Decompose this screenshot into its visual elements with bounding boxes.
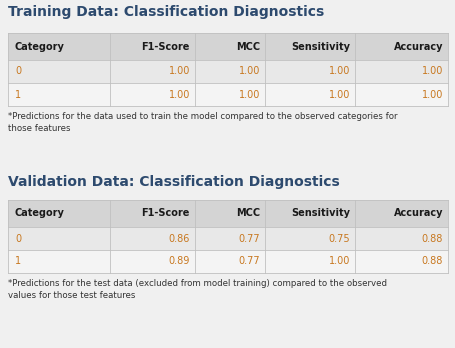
Text: 1.00: 1.00 xyxy=(168,89,190,100)
Text: Accuracy: Accuracy xyxy=(393,208,442,219)
Bar xyxy=(8,60,447,83)
Text: 0.77: 0.77 xyxy=(238,234,259,244)
Bar xyxy=(8,200,447,227)
Text: 1.00: 1.00 xyxy=(328,66,349,77)
Text: MCC: MCC xyxy=(235,208,259,219)
Text: 0.75: 0.75 xyxy=(328,234,349,244)
Text: Sensitivity: Sensitivity xyxy=(290,208,349,219)
Text: 0.89: 0.89 xyxy=(168,256,190,267)
Text: 0.77: 0.77 xyxy=(238,256,259,267)
Text: 0.86: 0.86 xyxy=(168,234,190,244)
Text: 1.00: 1.00 xyxy=(421,66,442,77)
Text: 1.00: 1.00 xyxy=(168,66,190,77)
Text: MCC: MCC xyxy=(235,41,259,52)
Text: *Predictions for the test data (excluded from model training) compared to the ob: *Predictions for the test data (excluded… xyxy=(8,279,386,300)
Text: Category: Category xyxy=(15,41,65,52)
Bar xyxy=(8,250,447,273)
Text: Sensitivity: Sensitivity xyxy=(290,41,349,52)
Bar xyxy=(8,83,447,106)
Text: F1-Score: F1-Score xyxy=(142,208,190,219)
Text: 1.00: 1.00 xyxy=(421,89,442,100)
Text: *Predictions for the data used to train the model compared to the observed categ: *Predictions for the data used to train … xyxy=(8,112,397,133)
Text: 0: 0 xyxy=(15,66,21,77)
Text: F1-Score: F1-Score xyxy=(142,41,190,52)
Text: 0: 0 xyxy=(15,234,21,244)
Text: 1.00: 1.00 xyxy=(238,89,259,100)
Bar xyxy=(8,227,447,250)
Text: 0.88: 0.88 xyxy=(421,234,442,244)
Text: Category: Category xyxy=(15,208,65,219)
Text: Validation Data: Classification Diagnostics: Validation Data: Classification Diagnost… xyxy=(8,175,339,189)
Bar xyxy=(8,33,447,60)
Text: Accuracy: Accuracy xyxy=(393,41,442,52)
Text: 1: 1 xyxy=(15,256,21,267)
Text: 0.88: 0.88 xyxy=(421,256,442,267)
Text: 1: 1 xyxy=(15,89,21,100)
Text: Training Data: Classification Diagnostics: Training Data: Classification Diagnostic… xyxy=(8,5,324,19)
Text: 1.00: 1.00 xyxy=(328,89,349,100)
Text: 1.00: 1.00 xyxy=(238,66,259,77)
Text: 1.00: 1.00 xyxy=(328,256,349,267)
